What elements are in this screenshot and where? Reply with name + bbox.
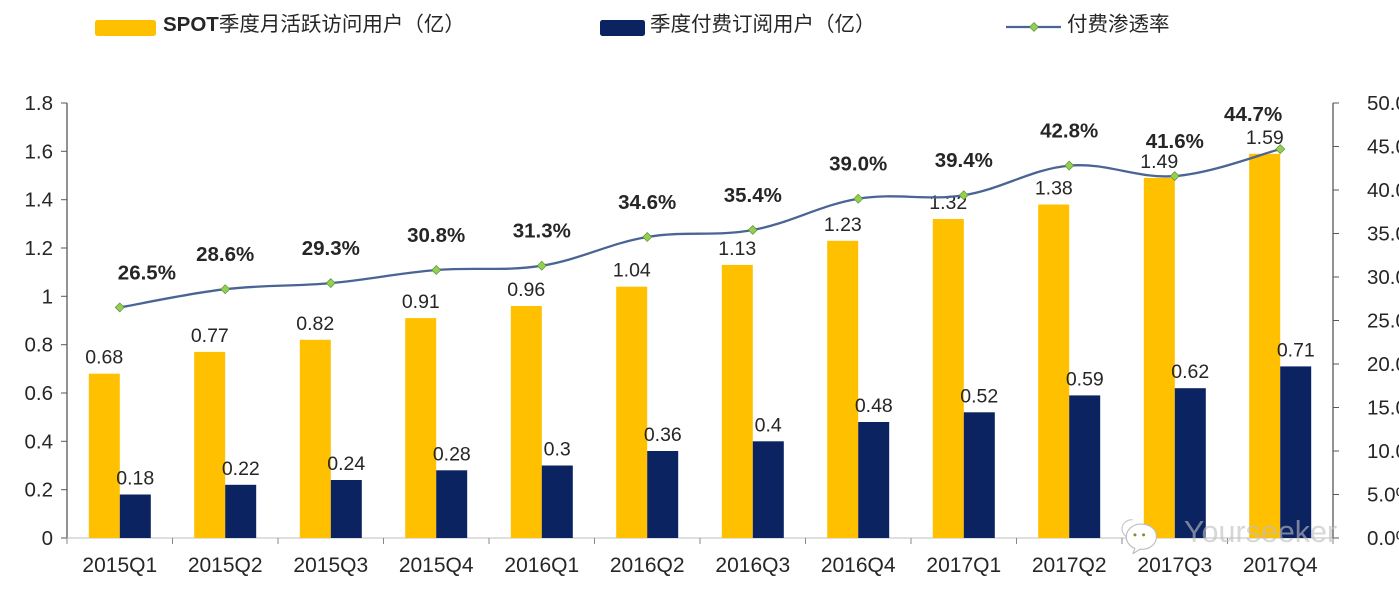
svg-text:44.7%: 44.7% (1224, 103, 1282, 126)
svg-text:2015Q2: 2015Q2 (188, 554, 263, 577)
svg-text:40.0: 40.0 (1367, 179, 1399, 202)
svg-text:0.59: 0.59 (1066, 368, 1104, 390)
svg-text:5.0%: 5.0% (1367, 484, 1399, 507)
svg-text:付费渗透率: 付费渗透率 (1067, 13, 1170, 36)
svg-text:50.0: 50.0 (1367, 92, 1399, 115)
svg-text:2016Q1: 2016Q1 (504, 554, 579, 577)
svg-text:1.38: 1.38 (1035, 178, 1073, 200)
svg-text:1.2: 1.2 (25, 237, 54, 260)
svg-text:0.71: 0.71 (1277, 339, 1315, 361)
svg-text:0.77: 0.77 (191, 325, 229, 347)
svg-text:28.6%: 28.6% (196, 243, 254, 266)
svg-text:2017Q2: 2017Q2 (1032, 554, 1107, 577)
svg-text:41.6%: 41.6% (1146, 130, 1204, 153)
svg-text:39.4%: 39.4% (935, 149, 993, 172)
svg-text:29.3%: 29.3% (302, 237, 360, 260)
svg-text:0.4: 0.4 (25, 430, 54, 453)
svg-text:0.48: 0.48 (855, 395, 893, 417)
svg-text:45.0: 45.0 (1367, 136, 1399, 159)
svg-text:0.82: 0.82 (296, 313, 334, 335)
svg-text:35.4%: 35.4% (724, 184, 782, 207)
svg-text:0.4: 0.4 (755, 414, 782, 436)
svg-text:30.0: 30.0 (1367, 266, 1399, 289)
svg-text:0.28: 0.28 (433, 443, 471, 465)
svg-text:1.49: 1.49 (1140, 151, 1178, 173)
svg-text:1.6: 1.6 (25, 140, 54, 163)
svg-text:0.8: 0.8 (25, 334, 54, 357)
svg-text:0.52: 0.52 (960, 385, 998, 407)
svg-text:26.5%: 26.5% (118, 261, 176, 284)
svg-text:季度付费订阅用户（亿）: 季度付费订阅用户（亿） (650, 13, 876, 36)
svg-text:0.62: 0.62 (1171, 361, 1209, 383)
svg-text:0.68: 0.68 (85, 347, 123, 369)
svg-text:2016Q2: 2016Q2 (610, 554, 685, 577)
svg-text:2015Q1: 2015Q1 (82, 554, 157, 577)
svg-text:1: 1 (42, 285, 53, 308)
svg-text:0.91: 0.91 (402, 291, 440, 313)
svg-text:34.6%: 34.6% (618, 191, 676, 214)
svg-text:2015Q3: 2015Q3 (293, 554, 368, 577)
svg-text:1.04: 1.04 (613, 260, 651, 282)
svg-text:1.23: 1.23 (824, 214, 862, 236)
svg-text:0.36: 0.36 (644, 424, 682, 446)
svg-text:10.0: 10.0 (1367, 440, 1399, 463)
svg-text:1.59: 1.59 (1246, 127, 1284, 149)
svg-text:30.8%: 30.8% (407, 224, 465, 247)
svg-text:0.22: 0.22 (222, 458, 260, 480)
svg-text:2017Q3: 2017Q3 (1137, 554, 1212, 577)
svg-text:25.0: 25.0 (1367, 310, 1399, 333)
svg-text:1.8: 1.8 (25, 92, 54, 115)
svg-text:0.96: 0.96 (507, 279, 545, 301)
svg-text:0: 0 (42, 527, 53, 550)
svg-text:35.0: 35.0 (1367, 223, 1399, 246)
svg-text:42.8%: 42.8% (1040, 120, 1098, 143)
svg-text:0.0%: 0.0% (1367, 527, 1399, 550)
svg-text:2016Q3: 2016Q3 (715, 554, 790, 577)
svg-text:SPOT季度月活跃访问用户（亿）: SPOT季度月活跃访问用户（亿） (163, 13, 465, 36)
svg-text:1.13: 1.13 (718, 238, 756, 260)
svg-text:2017Q1: 2017Q1 (926, 554, 1001, 577)
svg-text:2015Q4: 2015Q4 (399, 554, 474, 577)
svg-text:20.0: 20.0 (1367, 353, 1399, 376)
svg-text:2016Q4: 2016Q4 (821, 554, 896, 577)
svg-text:15.0: 15.0 (1367, 397, 1399, 420)
svg-text:1.4: 1.4 (25, 189, 54, 212)
svg-text:0.6: 0.6 (25, 382, 54, 405)
svg-text:0.2: 0.2 (25, 479, 54, 502)
svg-text:39.0%: 39.0% (829, 153, 887, 176)
svg-text:0.3: 0.3 (544, 439, 571, 461)
svg-text:31.3%: 31.3% (513, 220, 571, 243)
svg-text:Yourseeker: Yourseeker (1184, 515, 1337, 549)
svg-text:0.18: 0.18 (116, 468, 154, 490)
svg-text:0.24: 0.24 (327, 453, 365, 475)
svg-text:2017Q4: 2017Q4 (1243, 554, 1318, 577)
